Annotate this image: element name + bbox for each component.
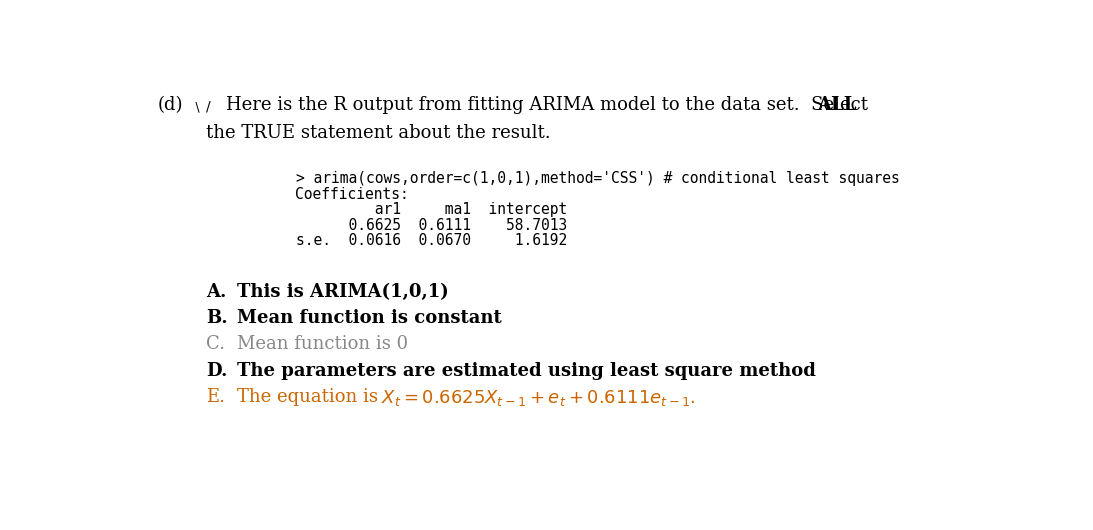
Text: B.: B. xyxy=(207,309,228,327)
Text: Mean function is 0: Mean function is 0 xyxy=(237,335,409,354)
Text: $\smallsetminus$: $\smallsetminus$ xyxy=(192,101,201,115)
Text: $/$: $/$ xyxy=(204,99,212,114)
Text: the TRUE statement about the result.: the TRUE statement about the result. xyxy=(207,123,551,142)
Text: Here is the R output from fitting ARIMA model to the data set.  Select: Here is the R output from fitting ARIMA … xyxy=(226,96,873,114)
Text: ar1     ma1  intercept: ar1 ma1 intercept xyxy=(295,202,567,217)
Text: Mean function is constant: Mean function is constant xyxy=(237,309,502,327)
Text: E.: E. xyxy=(207,388,225,406)
Text: A.: A. xyxy=(207,283,226,301)
Text: D.: D. xyxy=(207,361,227,379)
Text: (d): (d) xyxy=(157,96,183,114)
Text: $X_t = 0.6625X_{t-1} + e_t + 0.6111e_{t-1}.$: $X_t = 0.6625X_{t-1} + e_t + 0.6111e_{t-… xyxy=(380,388,695,408)
Text: 0.6625  0.6111    58.7013: 0.6625 0.6111 58.7013 xyxy=(295,218,567,233)
Text: This is ARIMA(1,0,1): This is ARIMA(1,0,1) xyxy=(237,283,449,301)
Text: The parameters are estimated using least square method: The parameters are estimated using least… xyxy=(237,361,816,379)
Text: The equation is: The equation is xyxy=(237,388,384,406)
Text: > arima(cows,order=c(1,0,1),method='CSS') # conditional least squares: > arima(cows,order=c(1,0,1),method='CSS'… xyxy=(295,171,900,187)
Text: Coefficients:: Coefficients: xyxy=(295,187,409,202)
Text: s.e.  0.0616  0.0670     1.6192: s.e. 0.0616 0.0670 1.6192 xyxy=(295,233,567,248)
Text: ALL: ALL xyxy=(818,96,857,114)
Text: C.: C. xyxy=(207,335,225,354)
